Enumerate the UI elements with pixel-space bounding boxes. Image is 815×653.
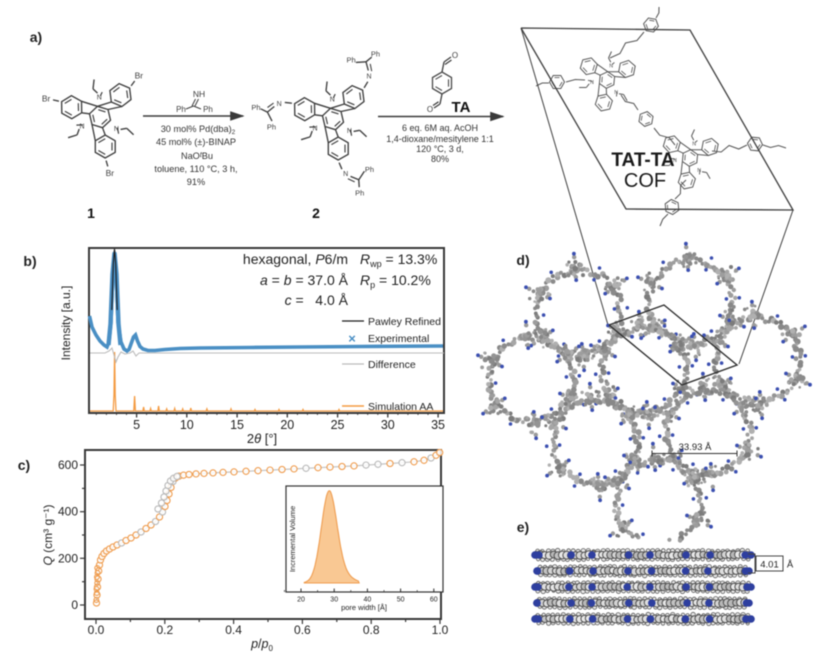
- svg-text:NH: NH: [193, 89, 205, 99]
- svg-text:Q (cm³ g⁻¹): Q (cm³ g⁻¹): [41, 504, 55, 565]
- svg-text:Ph: Ph: [203, 105, 213, 114]
- svg-text:600: 600: [58, 458, 78, 472]
- svg-text:4.01: 4.01: [760, 560, 779, 571]
- svg-text:Incremental Volume: Incremental Volume: [288, 506, 297, 572]
- svg-text:N: N: [609, 63, 613, 69]
- svg-text:Ph: Ph: [251, 103, 260, 112]
- svg-text:400: 400: [58, 505, 78, 519]
- svg-text:91%: 91%: [187, 177, 205, 187]
- svg-text:pore width [Å]: pore width [Å]: [341, 603, 387, 612]
- svg-text:b): b): [23, 253, 36, 269]
- svg-text:toluene, 110 °C, 3 h,: toluene, 110 °C, 3 h,: [154, 164, 237, 174]
- svg-text:33.93 Å: 33.93 Å: [679, 442, 712, 453]
- svg-text:10: 10: [180, 418, 194, 432]
- svg-text:O: O: [452, 51, 458, 60]
- svg-text:Simulation AA: Simulation AA: [368, 401, 433, 413]
- svg-text:TA: TA: [452, 99, 471, 116]
- svg-text:a): a): [30, 29, 42, 45]
- svg-text:Ph: Ph: [176, 105, 186, 114]
- svg-text:6 eq. 6M aq. AcOH: 6 eq. 6M aq. AcOH: [402, 123, 478, 133]
- svg-text:Difference: Difference: [368, 359, 416, 371]
- svg-text:0.6: 0.6: [294, 623, 311, 637]
- svg-text:0.4: 0.4: [225, 623, 242, 637]
- svg-text:2θ [°]: 2θ [°]: [247, 431, 277, 446]
- svg-text:Ph: Ph: [347, 56, 356, 65]
- svg-text:NaOtBu: NaOtBu: [181, 151, 213, 161]
- svg-text:c): c): [18, 457, 30, 473]
- svg-text:0: 0: [71, 598, 78, 612]
- svg-text:50: 50: [397, 597, 405, 604]
- svg-text:N: N: [590, 80, 594, 86]
- svg-text:30: 30: [330, 597, 338, 604]
- svg-text:N: N: [614, 90, 618, 96]
- svg-text:30 mol% Pd(dba)2: 30 mol% Pd(dba)2: [161, 124, 236, 136]
- svg-text:30: 30: [381, 418, 395, 432]
- svg-text:1,4-dioxane/mesitylene 1:1: 1,4-dioxane/mesitylene 1:1: [386, 134, 494, 144]
- svg-text:0.2: 0.2: [156, 623, 173, 637]
- svg-text:1: 1: [87, 205, 95, 221]
- svg-text:N: N: [366, 74, 371, 81]
- svg-text:25: 25: [331, 418, 345, 432]
- svg-text:Ph: Ph: [365, 165, 374, 174]
- svg-text:Rp = 10.2%: Rp = 10.2%: [360, 272, 431, 290]
- svg-text:Br: Br: [106, 168, 115, 178]
- svg-text:0.8: 0.8: [363, 623, 380, 637]
- svg-text:N: N: [343, 171, 348, 178]
- svg-text:40: 40: [364, 597, 372, 604]
- svg-text:Pawley Refined: Pawley Refined: [368, 316, 441, 328]
- svg-text:Intensity [a.u.]: Intensity [a.u.]: [59, 286, 73, 361]
- svg-text:N: N: [330, 97, 335, 104]
- svg-text:20: 20: [297, 597, 305, 604]
- svg-text:N: N: [692, 141, 696, 147]
- svg-text:N: N: [79, 123, 84, 130]
- svg-text:TAT-TA: TAT-TA: [611, 150, 675, 171]
- svg-text:N: N: [697, 168, 701, 174]
- svg-text:Rwp = 13.3%: Rwp = 13.3%: [360, 251, 437, 269]
- svg-text:2: 2: [312, 205, 320, 221]
- svg-text:N: N: [347, 128, 352, 135]
- svg-text:Å: Å: [787, 560, 794, 571]
- svg-text:Experimental: Experimental: [368, 333, 429, 345]
- svg-text:a = b = 37.0 Å: a = b = 37.0 Å: [260, 272, 349, 288]
- svg-text:N: N: [97, 95, 102, 102]
- svg-text:200: 200: [58, 551, 78, 565]
- svg-text:20: 20: [280, 418, 294, 432]
- svg-text:N: N: [114, 126, 119, 133]
- svg-text:Ph: Ph: [371, 50, 380, 59]
- svg-text:N: N: [312, 125, 317, 132]
- svg-text:O: O: [427, 105, 433, 114]
- svg-text:Br: Br: [42, 93, 51, 103]
- svg-text:d): d): [516, 252, 529, 268]
- svg-text:Ph: Ph: [267, 123, 276, 132]
- svg-text:60: 60: [430, 597, 438, 604]
- svg-text:×: ×: [348, 331, 356, 346]
- svg-text:35: 35: [431, 418, 445, 432]
- svg-text:p/p0: p/p0: [250, 637, 273, 653]
- svg-text:5: 5: [133, 418, 140, 432]
- svg-text:0.0: 0.0: [88, 623, 105, 637]
- svg-text:N: N: [277, 101, 282, 108]
- svg-text:hexagonal, P6/m: hexagonal, P6/m: [243, 251, 348, 267]
- svg-text:15: 15: [230, 418, 244, 432]
- svg-text:Ph: Ph: [355, 188, 364, 197]
- svg-text:Br: Br: [135, 70, 144, 80]
- svg-text:1.0: 1.0: [432, 623, 449, 637]
- svg-text:COF: COF: [624, 170, 666, 192]
- svg-text:45 mol% (±)-BINAP: 45 mol% (±)-BINAP: [156, 137, 236, 147]
- svg-text:80%: 80%: [431, 154, 449, 164]
- svg-text:120 °C, 3 d,: 120 °C, 3 d,: [416, 144, 464, 154]
- svg-text:e): e): [517, 519, 529, 535]
- svg-text:c = 4.0 Å: c = 4.0 Å: [285, 292, 349, 308]
- svg-text:N: N: [673, 158, 677, 164]
